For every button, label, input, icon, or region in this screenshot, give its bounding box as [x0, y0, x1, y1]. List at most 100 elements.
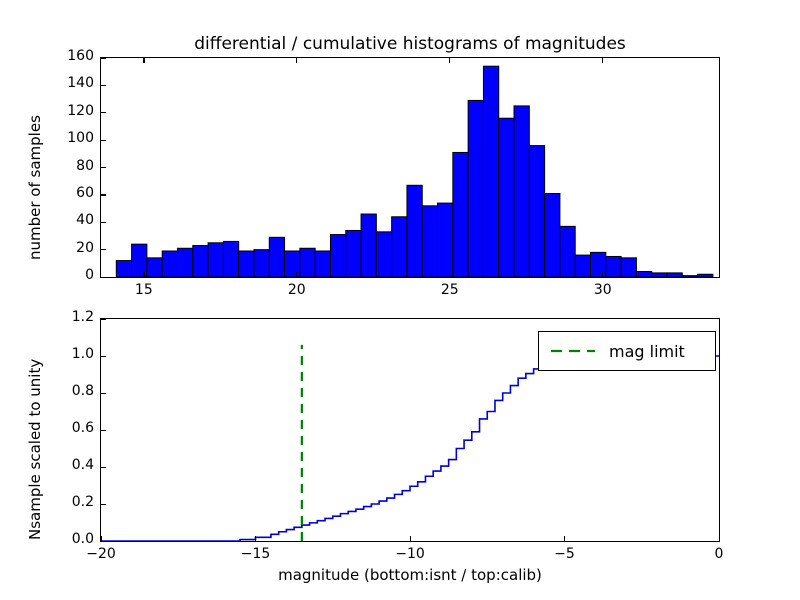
bottom-x-tick-label: −10 [395, 546, 425, 562]
histogram-bar [590, 251, 607, 277]
top-axes-histogram [100, 57, 720, 278]
histogram-bar [559, 225, 576, 277]
histogram-bar [391, 216, 408, 277]
top-y-tick-label: 20 [76, 239, 94, 256]
top-y-tickmark [101, 276, 106, 278]
cumulative-plot-area [101, 344, 719, 541]
histogram-bar [651, 272, 668, 277]
histogram-bar [605, 255, 622, 277]
histogram-bar [666, 272, 683, 277]
histogram-bar [482, 65, 500, 277]
x-axis-label: magnitude (bottom:isnt / top:calib) [278, 566, 542, 584]
bottom-y-tickmark [101, 503, 106, 505]
bottom-y-tickmark [101, 466, 106, 468]
legend-dashed-line-icon [551, 349, 595, 353]
histogram-bar [544, 193, 561, 277]
histogram-bar [574, 254, 592, 277]
top-x-tickmark [449, 272, 451, 277]
top-y-tickmark [101, 194, 106, 196]
top-y-tickmark [101, 84, 106, 87]
histogram-bar [467, 99, 484, 277]
histogram-bar [131, 243, 148, 277]
bottom-x-tickmark [255, 536, 257, 541]
histogram-plot-area [115, 65, 714, 277]
histogram-bar [360, 213, 377, 277]
bottom-y-tickmark [101, 392, 106, 394]
histogram-bar [406, 184, 423, 277]
histogram-bar [498, 117, 515, 277]
legend[interactable]: mag limit [538, 331, 716, 371]
bottom-x-tick-label: −5 [554, 546, 575, 562]
bottom-x-tickmark [718, 536, 720, 541]
histogram-bar [345, 229, 362, 277]
top-x-tickmark-upper [602, 58, 604, 63]
top-y-tick-label: 100 [67, 130, 94, 147]
histogram-bar [697, 273, 714, 277]
top-y-tickmark [101, 249, 106, 251]
histogram-bar [375, 231, 393, 277]
histogram-bar [329, 234, 347, 277]
histogram-bar [437, 202, 454, 277]
top-x-tick-label: 25 [440, 282, 459, 298]
histogram-bar [635, 271, 653, 277]
bottom-x-tick-label: −20 [86, 546, 116, 562]
histogram-bar [681, 275, 699, 277]
top-x-tickmark [602, 272, 604, 277]
histogram-bar [161, 250, 178, 277]
histogram-bar [620, 257, 637, 277]
histogram-bar [299, 247, 316, 277]
legend-label-mag-limit: mag limit [609, 341, 685, 361]
bottom-y-tick-label: 0.0 [71, 531, 94, 547]
histogram-bar [115, 260, 133, 277]
histogram-bar [253, 249, 270, 277]
top-y-tick-label: 60 [76, 184, 94, 201]
top-y-tick-label: 160 [67, 48, 94, 64]
bottom-y-tickmark [101, 429, 106, 431]
top-y-tick-label: 140 [67, 75, 94, 92]
top-x-tickmark-upper [449, 58, 451, 63]
histogram-bar [222, 240, 240, 277]
top-x-tickmark [143, 272, 145, 277]
bottom-y-tick-label: 1.0 [71, 346, 94, 362]
bottom-x-tickmark [100, 536, 102, 541]
histogram-bar [528, 145, 546, 277]
top-x-tick-label: 30 [593, 282, 612, 298]
top-x-tick-label: 15 [134, 282, 153, 298]
bottom-y-tick-label: 0.8 [71, 383, 94, 399]
top-x-tickmark [296, 272, 298, 277]
bottom-y-tickmark [101, 318, 106, 320]
histogram-bar [268, 236, 286, 277]
top-y-tickmark [101, 167, 106, 169]
bottom-y-tick-label: 0.6 [71, 420, 94, 436]
top-y-tickmark [101, 57, 106, 59]
histogram-bar [146, 257, 163, 277]
histogram-bar [421, 205, 439, 277]
top-x-tickmark-upper [143, 58, 145, 63]
top-x-tickmark-upper [296, 58, 298, 63]
bottom-y-tickmark [101, 540, 106, 542]
histogram-bar [192, 245, 209, 277]
top-y-tickmark [101, 221, 106, 223]
top-y-tick-label: 80 [76, 157, 94, 174]
bottom-x-tick-label: −15 [240, 546, 271, 562]
bottom-x-tickmark [409, 536, 411, 541]
histogram-bar [513, 105, 530, 277]
bottom-y-tick-label: 0.4 [71, 457, 94, 473]
histogram-bar [176, 247, 194, 277]
top-y-tick-label: 40 [76, 212, 94, 229]
bottom-y-tick-label: 1.2 [71, 309, 94, 325]
cumulative-step-curve [101, 355, 719, 541]
top-y-tickmark [101, 139, 106, 141]
histogram-bar [207, 242, 224, 277]
bottom-x-tickmark [564, 536, 566, 541]
top-y-tick-label: 0 [85, 267, 94, 283]
histogram-bar [284, 250, 301, 277]
histogram-bar [238, 250, 255, 277]
figure-title: differential / cumulative histograms of … [194, 34, 626, 54]
histogram-bar [452, 151, 469, 277]
top-x-tick-label: 20 [287, 282, 306, 298]
bottom-y-tick-label: 0.2 [71, 494, 94, 510]
bottom-y-tickmark [101, 355, 106, 357]
histogram-bar [314, 250, 331, 277]
